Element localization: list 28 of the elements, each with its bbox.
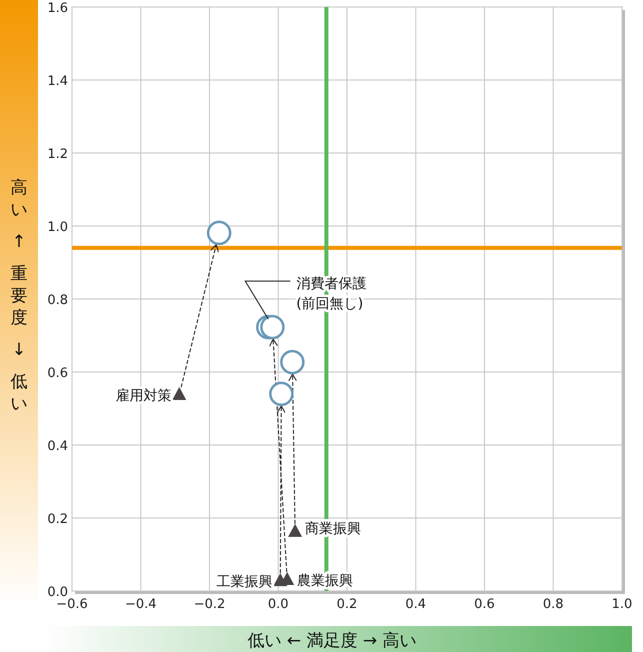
x-tick-label: 0.8 bbox=[542, 597, 564, 612]
y-tick-label: 1.2 bbox=[47, 147, 68, 162]
y-tick-label: 0.2 bbox=[47, 512, 68, 527]
point bbox=[206, 220, 232, 246]
y-tick-label: 0.4 bbox=[47, 439, 68, 454]
x-tick-label: −0.2 bbox=[194, 597, 226, 612]
y-tick-label: 1.0 bbox=[47, 220, 68, 235]
text: 高い ↑ 重要度 ↓ 低い bbox=[10, 178, 28, 414]
y-tick-label: 0.6 bbox=[47, 366, 68, 381]
x-tick-label: 0.6 bbox=[474, 597, 495, 612]
y-tick-label: 1.4 bbox=[47, 74, 68, 89]
x-tick-label: −0.6 bbox=[56, 597, 88, 612]
x-tick-label: −0.4 bbox=[124, 597, 157, 612]
x-tick-label: 0.4 bbox=[405, 597, 426, 612]
point bbox=[288, 524, 302, 537]
y-tick-label: 0.8 bbox=[47, 293, 68, 308]
x-tick-label: 1.0 bbox=[612, 597, 632, 612]
y-tick-label: 1.6 bbox=[47, 1, 68, 16]
annotation: 工業振興 bbox=[216, 574, 272, 590]
y-tick-label: 0.0 bbox=[47, 585, 68, 600]
x-axis-title: 低い ← 満足度 → 高い bbox=[247, 631, 417, 651]
point bbox=[172, 386, 186, 400]
annotation: 雇用対策 bbox=[115, 388, 172, 404]
x-tick-label: 0.0 bbox=[268, 597, 289, 612]
point bbox=[280, 350, 305, 374]
x-tick-label: 0.2 bbox=[336, 597, 358, 612]
point bbox=[260, 314, 285, 340]
point bbox=[269, 382, 294, 406]
